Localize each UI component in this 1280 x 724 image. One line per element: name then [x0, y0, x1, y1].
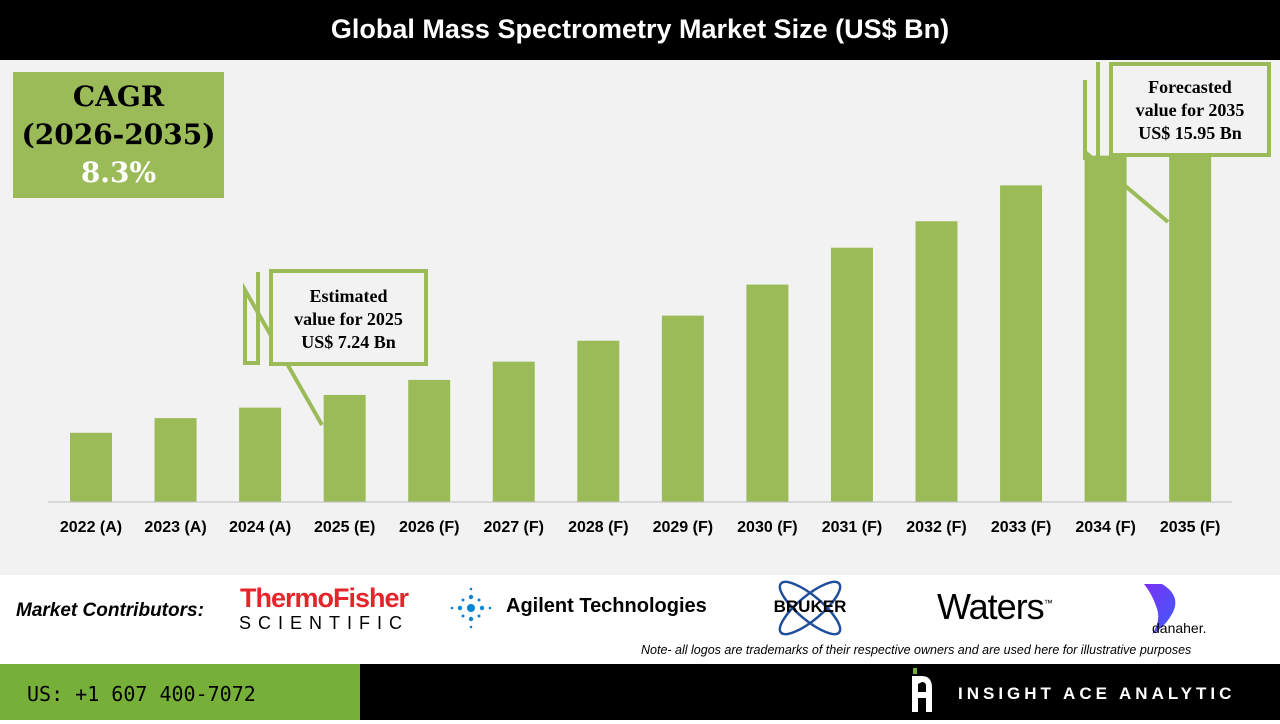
- bar-2035: [1169, 110, 1212, 502]
- bar-chart: 2022 (A) 2023 (A) 2024 (A) 2025 (E) 2026 (F)…: [48, 62, 1232, 536]
- callout-text: value for 2025: [294, 309, 403, 329]
- trademark-note: Note- all logos are trademarks of their …: [641, 643, 1192, 657]
- footer-bar: [360, 664, 1280, 720]
- thermofisher-logo: ThermoFisher SCIENTIFIC: [238, 583, 409, 633]
- x-tick-label: 2026 (F): [399, 519, 459, 536]
- bar-2022: [70, 432, 112, 502]
- x-tick-label: 2022 (A): [60, 519, 122, 536]
- bar-2027: [492, 361, 535, 502]
- bruker-logo: BRUKER: [760, 580, 860, 636]
- bar-2034: [1084, 155, 1127, 502]
- bar-2032: [915, 221, 958, 502]
- forecast-callout: Forecasted value for 2035 US$ 15.95 Bn: [1109, 62, 1271, 157]
- bar-2023: [154, 418, 197, 502]
- estimated-callout: Estimated value for 2025 US$ 7.24 Bn: [269, 269, 428, 366]
- x-tick-label: 2025 (E): [314, 519, 375, 536]
- cagr-box: CAGR (2026-2035) 8.3%: [13, 72, 224, 198]
- bar-2028: [577, 340, 620, 502]
- x-tick-label: 2027 (F): [484, 519, 544, 536]
- bruker-atom-icon: [778, 580, 842, 636]
- x-tick-label: 2024 (A): [229, 519, 291, 536]
- x-tick-label: 2031 (F): [822, 519, 882, 536]
- phone-number: US: +1 607 400-7072: [0, 664, 360, 720]
- chart-title: Global Mass Spectrometry Market Size (US…: [0, 0, 1280, 60]
- cagr-label: CAGR: [72, 80, 165, 113]
- bar-2030: [746, 284, 789, 502]
- x-tick-label: 2028 (F): [568, 519, 628, 536]
- callout-text: Forecasted: [1148, 77, 1232, 97]
- x-tick-label: 2034 (F): [1075, 519, 1135, 536]
- x-tick-label: 2030 (F): [737, 519, 797, 536]
- plot-area: 2022 (A) 2023 (A) 2024 (A) 2025 (E) 2026 (F)…: [0, 60, 1280, 575]
- agilent-logo: Agilent Technologies: [446, 583, 707, 638]
- waters-logo: Waters™: [937, 586, 1053, 627]
- callout-text: Estimated: [309, 286, 388, 306]
- callout-value: US$ 7.24 Bn: [301, 332, 396, 352]
- agilent-spark-icon: [450, 587, 492, 629]
- x-tick-label: 2035 (F): [1160, 519, 1220, 536]
- callout-text: value for 2035: [1135, 100, 1245, 120]
- x-tick-label: 2023 (A): [144, 519, 206, 536]
- bar-2026: [408, 379, 451, 502]
- bar-2029: [661, 315, 704, 502]
- danaher-swoosh-icon: [1144, 584, 1176, 634]
- contributors-label: Market Contributors:: [16, 600, 204, 621]
- cagr-value: 8.3%: [80, 156, 157, 189]
- cagr-period: (2026-2035): [21, 118, 216, 151]
- bar-2031: [830, 247, 873, 502]
- forecast-callout-connector: [1083, 62, 1170, 224]
- x-tick-label: 2029 (F): [653, 519, 713, 536]
- bar-2033: [1000, 185, 1043, 502]
- insight-ace-logo-icon: [912, 668, 932, 712]
- x-tick-label: 2033 (F): [991, 519, 1051, 536]
- bar-2024: [239, 407, 282, 502]
- brand-name: INSIGHT ACE ANALYTIC: [958, 684, 1236, 703]
- bar-2025: [323, 394, 366, 502]
- callout-value: US$ 15.95 Bn: [1138, 123, 1242, 143]
- danaher-logo: danaher.: [1142, 582, 1242, 640]
- x-tick-label: 2032 (F): [906, 519, 966, 536]
